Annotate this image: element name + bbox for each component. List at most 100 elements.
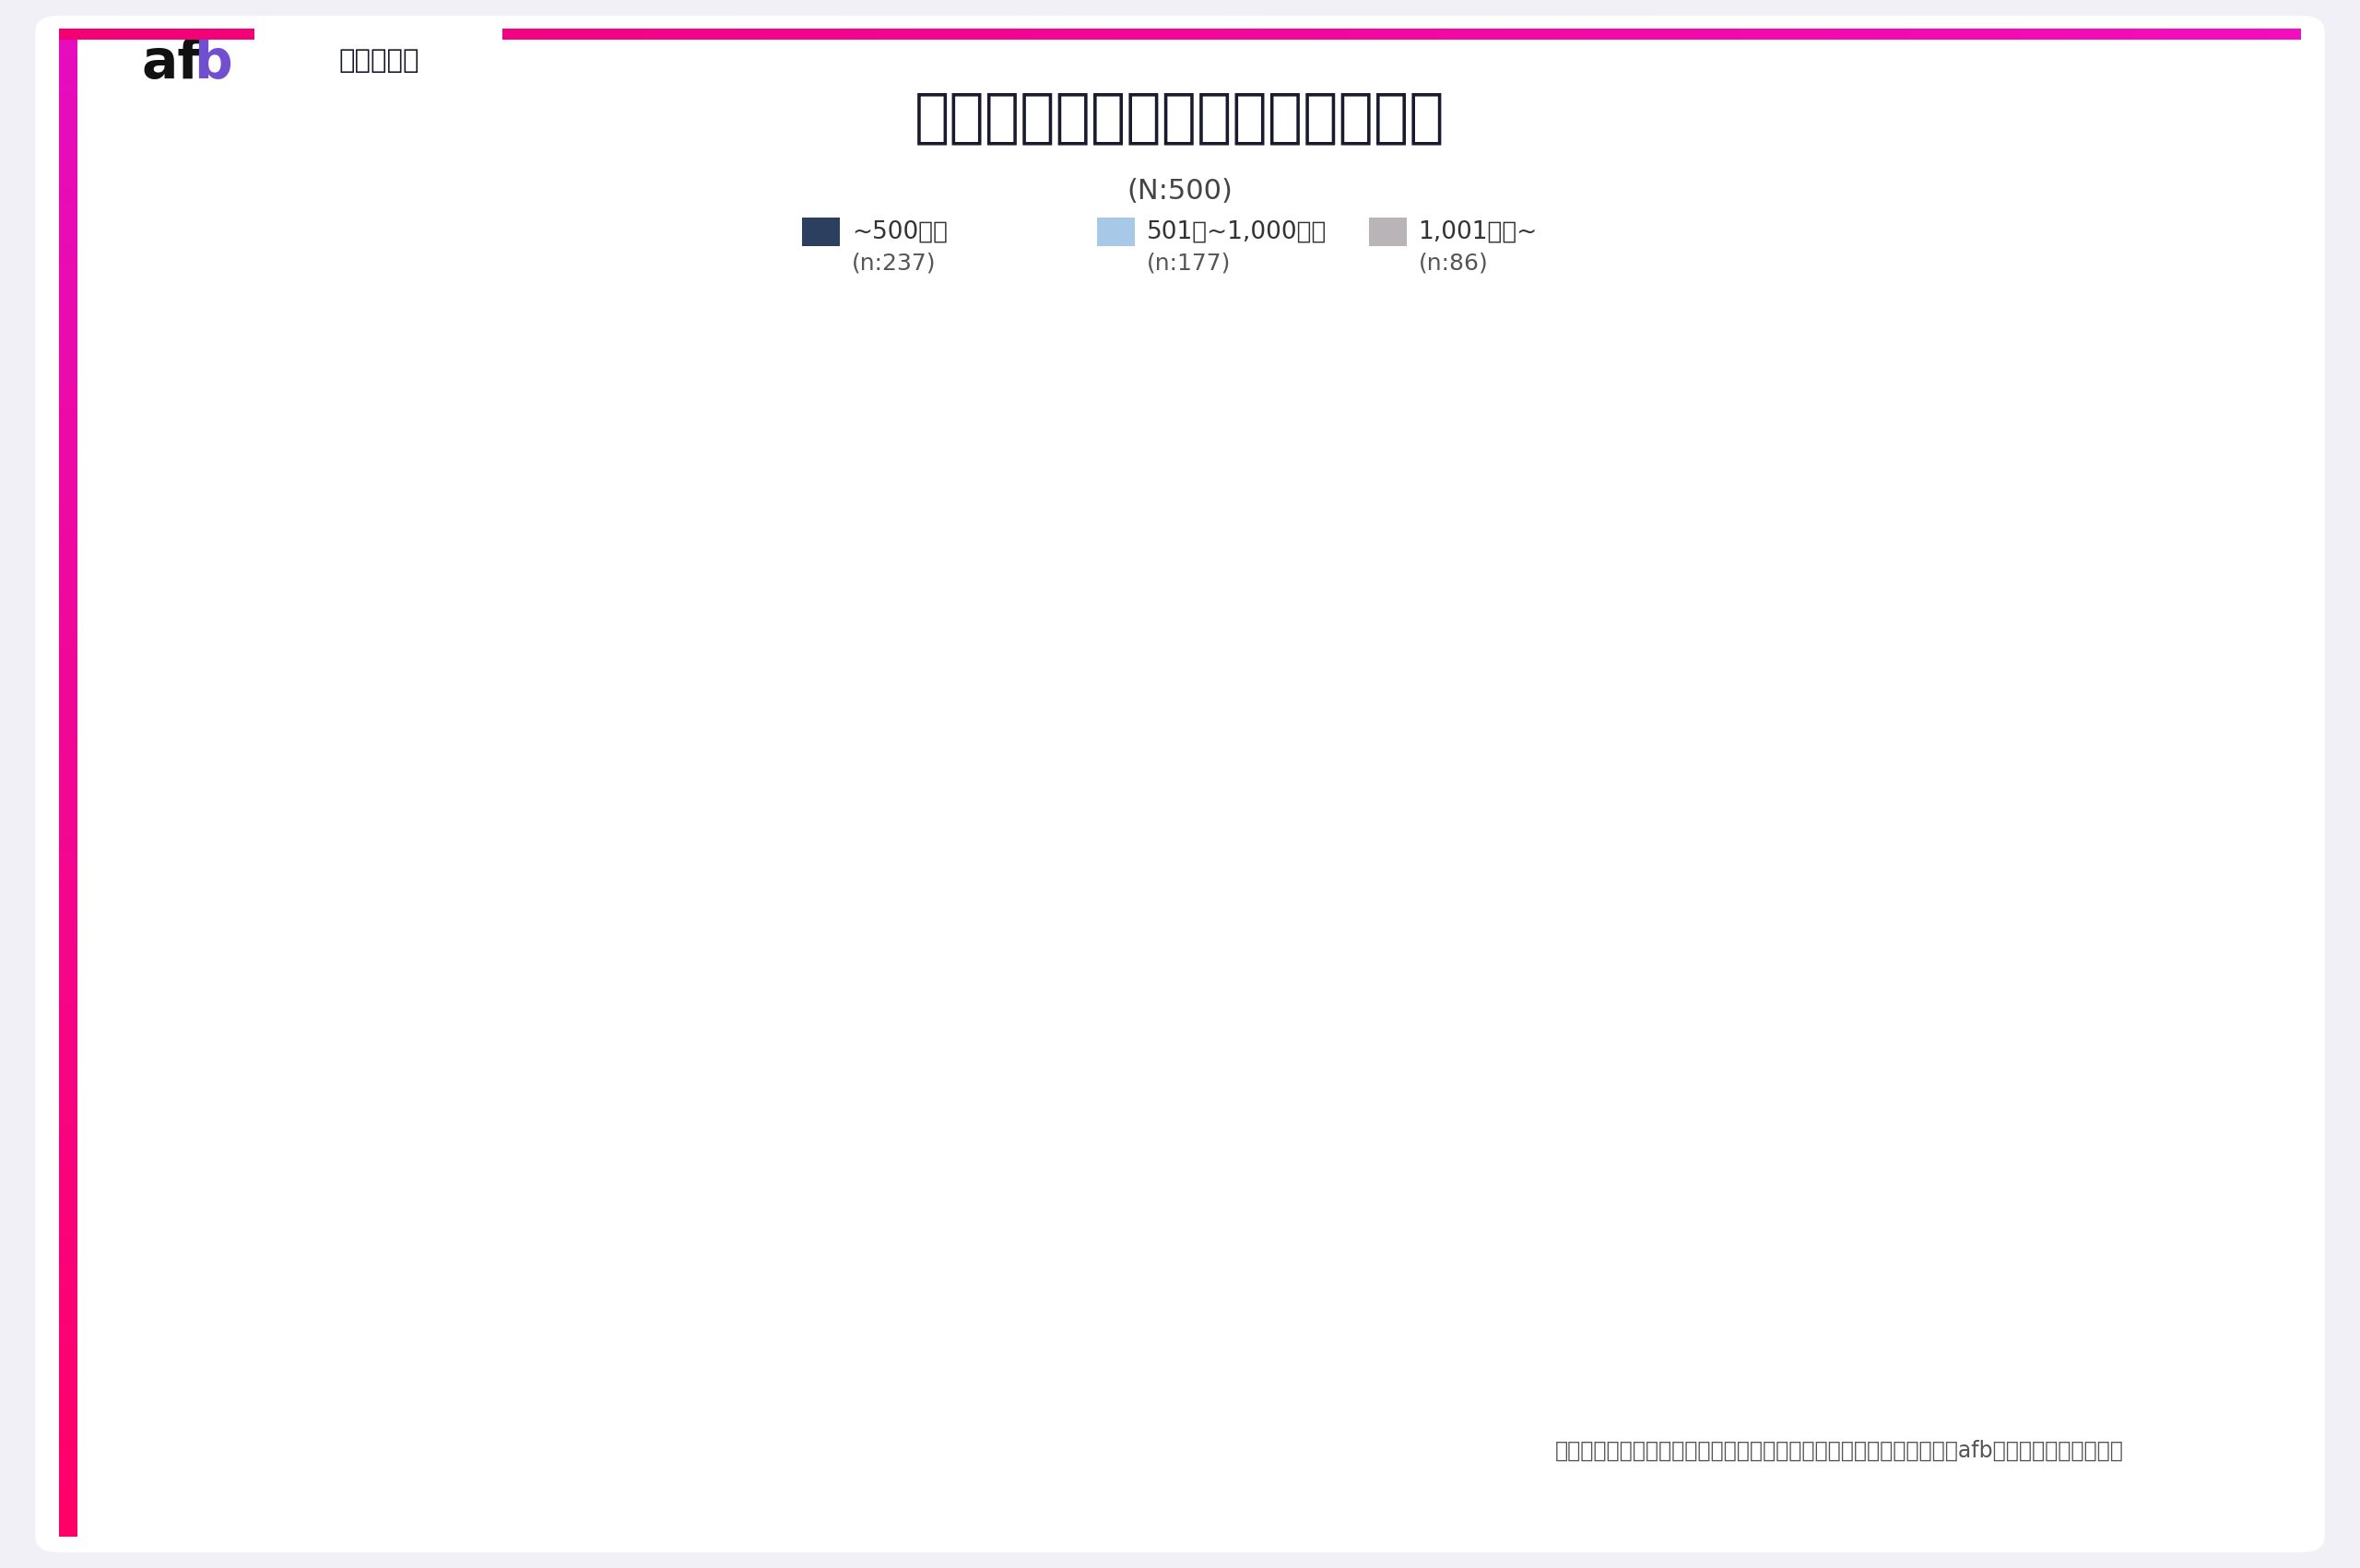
Bar — [59, 129, 78, 136]
Bar — [59, 897, 78, 905]
Bar — [1584, 28, 1595, 39]
Bar — [59, 1386, 78, 1394]
Bar — [59, 1093, 78, 1101]
Bar — [59, 1198, 78, 1206]
Bar — [1045, 28, 1057, 39]
Bar — [59, 69, 78, 77]
Bar — [205, 28, 217, 39]
Bar — [2155, 28, 2166, 39]
Bar — [989, 28, 1001, 39]
Bar — [160, 28, 172, 39]
Bar — [59, 1190, 78, 1198]
Bar — [1506, 28, 1517, 39]
Bar — [137, 28, 149, 39]
Bar — [80, 28, 92, 39]
Text: (n:177): (n:177) — [1147, 252, 1232, 274]
Bar — [328, 28, 340, 39]
Bar — [59, 1168, 78, 1176]
Bar — [59, 1378, 78, 1386]
Bar — [59, 257, 78, 265]
Text: 株式会社フォーイット　パフォーマンステクノロジーネットワーク『afb（アフィビー）』調べ: 株式会社フォーイット パフォーマンステクノロジーネットワーク『afb（アフィビー… — [1555, 1439, 2124, 1461]
Bar — [385, 28, 396, 39]
Bar — [71, 28, 80, 39]
Bar — [59, 1499, 78, 1507]
Bar — [59, 889, 78, 897]
Bar — [92, 28, 104, 39]
Bar — [59, 1333, 78, 1341]
Text: (n:237): (n:237) — [852, 252, 937, 274]
Bar — [2100, 28, 2110, 39]
Bar — [956, 28, 968, 39]
Bar — [2039, 1085, 2124, 1223]
Bar — [755, 28, 765, 39]
Bar — [59, 550, 78, 558]
Bar — [59, 1469, 78, 1477]
Bar — [699, 28, 708, 39]
Bar — [59, 61, 78, 69]
Bar — [1841, 28, 1853, 39]
Bar — [1293, 28, 1303, 39]
Bar — [2122, 28, 2133, 39]
Bar — [59, 1176, 78, 1182]
Bar — [59, 77, 78, 85]
Bar — [59, 596, 78, 604]
Bar — [59, 837, 78, 844]
FancyBboxPatch shape — [224, 20, 533, 102]
Bar — [597, 28, 609, 39]
Bar — [935, 28, 944, 39]
Bar — [59, 1018, 78, 1025]
Bar — [1116, 947, 1201, 1223]
Bar — [576, 28, 585, 39]
Bar — [59, 1319, 78, 1327]
Bar — [378, 726, 463, 1223]
Bar — [788, 28, 798, 39]
Bar — [701, 1134, 786, 1223]
Bar — [59, 935, 78, 942]
Bar — [59, 174, 78, 182]
Bar — [59, 1160, 78, 1168]
Bar — [1315, 28, 1326, 39]
Bar — [125, 28, 137, 39]
Bar — [2223, 28, 2233, 39]
Bar — [59, 588, 78, 596]
Bar — [540, 28, 552, 39]
Bar — [2178, 28, 2188, 39]
Bar — [743, 28, 755, 39]
Bar — [59, 964, 78, 972]
Bar — [1336, 28, 1348, 39]
Bar — [307, 28, 316, 39]
Bar — [654, 28, 666, 39]
Bar — [59, 467, 78, 475]
Bar — [1595, 28, 1605, 39]
Bar — [1617, 28, 1628, 39]
Bar — [1947, 1010, 2032, 1223]
Bar — [2089, 28, 2100, 39]
Bar — [2200, 28, 2211, 39]
Bar — [59, 204, 78, 212]
Bar — [687, 28, 699, 39]
Bar — [59, 822, 78, 829]
Bar — [833, 28, 845, 39]
Bar — [59, 536, 78, 543]
Bar — [1763, 28, 1775, 39]
Bar — [1237, 28, 1248, 39]
Bar — [340, 28, 352, 39]
Bar — [59, 1341, 78, 1348]
Bar — [59, 1258, 78, 1265]
Bar — [59, 437, 78, 445]
Bar — [59, 859, 78, 867]
Bar — [1661, 28, 1673, 39]
Bar — [59, 1521, 78, 1529]
Bar — [1716, 900, 1801, 1223]
Bar — [59, 241, 78, 249]
Bar — [59, 91, 78, 99]
Bar — [1012, 28, 1024, 39]
Bar — [59, 1131, 78, 1138]
Bar — [172, 28, 182, 39]
Bar — [1897, 28, 1909, 39]
Text: 30.5%: 30.5% — [380, 698, 460, 720]
Text: 現在の所得に満足していますか？: 現在の所得に満足していますか？ — [916, 89, 1444, 146]
Bar — [59, 768, 78, 776]
Bar — [1751, 28, 1763, 39]
Bar — [104, 28, 116, 39]
